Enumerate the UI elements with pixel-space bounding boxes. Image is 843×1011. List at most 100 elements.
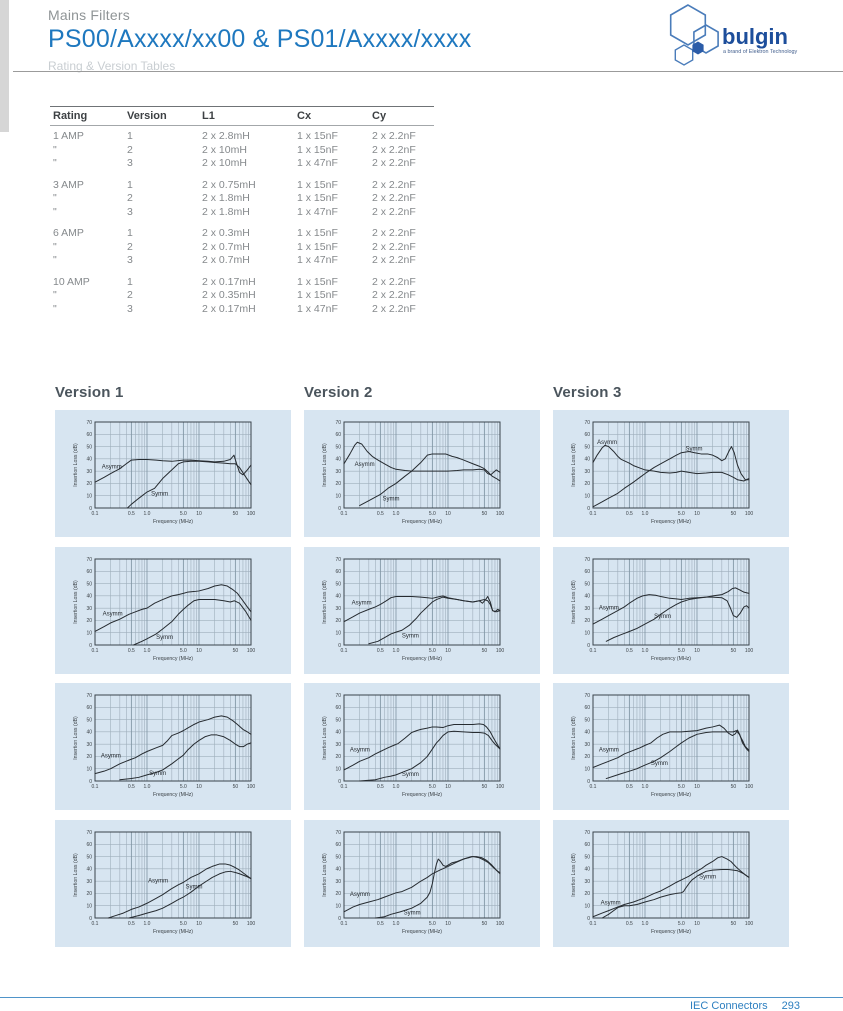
table-cell: 2 x 2.2nF <box>372 289 416 301</box>
chart-panel-version2-1amp: 0 10 20 30 40 50 60 70 0.1 0.5 1.0 5.0 10 50 100 Freque… <box>304 410 540 537</box>
table-cell: 1 x 47nF <box>297 254 338 266</box>
chart-panel-version3-10amp: 0 10 20 30 40 50 60 70 0.1 0.5 1.0 5.0 10 50 100 Freque… <box>553 820 789 947</box>
footer-section-label: IEC Connectors <box>689 1000 768 1011</box>
svg-text:1.0: 1.0 <box>393 921 400 927</box>
svg-text:20: 20 <box>86 891 92 897</box>
svg-text:20: 20 <box>584 618 590 624</box>
svg-text:70: 70 <box>584 420 590 426</box>
svg-text:50: 50 <box>233 921 239 927</box>
svg-text:20: 20 <box>86 481 92 487</box>
svg-text:20: 20 <box>335 754 341 760</box>
svg-text:40: 40 <box>584 457 590 463</box>
svg-text:40: 40 <box>335 457 341 463</box>
table-cell: 2 x 2.8mH <box>202 130 250 142</box>
insertion-loss-chart: 0 10 20 30 40 50 60 70 0.1 0.5 1.0 5.0 10 50 100 Freque… <box>322 693 504 798</box>
curve-symm <box>128 870 252 919</box>
svg-text:100: 100 <box>247 511 256 517</box>
curve-symm <box>605 587 750 642</box>
table-row: " 2 2 x 10mH 1 x 15nF 2 x 2.2nF <box>50 144 434 158</box>
curve-asymm <box>343 723 501 771</box>
svg-text:40: 40 <box>86 730 92 736</box>
table-cell: 1 x 15nF <box>297 289 338 301</box>
version-2-heading: Version 2 <box>304 384 373 401</box>
svg-text:50: 50 <box>731 784 737 790</box>
svg-text:30: 30 <box>584 469 590 475</box>
svg-text:0: 0 <box>89 916 92 922</box>
svg-text:1.0: 1.0 <box>642 511 649 517</box>
svg-text:50: 50 <box>584 581 590 587</box>
table-row: " 3 2 x 0.7mH 1 x 47nF 2 x 2.2nF <box>50 254 434 268</box>
insertion-loss-chart: 0 10 20 30 40 50 60 70 0.1 0.5 1.0 5.0 10 50 100 Freque… <box>73 693 255 798</box>
svg-text:30: 30 <box>335 742 341 748</box>
svg-text:10: 10 <box>445 784 451 790</box>
svg-text:5.0: 5.0 <box>429 648 436 654</box>
svg-text:50: 50 <box>482 511 488 517</box>
table-cell: " <box>53 143 57 156</box>
curve-symm <box>368 596 501 645</box>
table-cell: 1 x 15nF <box>297 130 338 142</box>
table-cell: 2 x 10mH <box>202 143 247 156</box>
svg-text:70: 70 <box>584 830 590 836</box>
svg-text:10: 10 <box>196 511 202 517</box>
insertion-loss-chart: 0 10 20 30 40 50 60 70 0.1 0.5 1.0 5.0 10 50 100 Freque… <box>73 557 255 662</box>
svg-text:50: 50 <box>233 648 239 654</box>
svg-text:100: 100 <box>496 921 505 927</box>
svg-text:20: 20 <box>335 891 341 897</box>
table-cell: 3 <box>127 302 133 315</box>
svg-text:50: 50 <box>731 511 737 517</box>
table-row: " 2 2 x 0.35mH 1 x 15nF 2 x 2.2nF <box>50 289 434 303</box>
chart-panel-version3-3amp: 0 10 20 30 40 50 60 70 0.1 0.5 1.0 5.0 10 50 100 Freque… <box>553 547 789 674</box>
svg-text:10: 10 <box>86 904 92 910</box>
curve-symm <box>133 599 252 646</box>
svg-text:70: 70 <box>86 557 92 563</box>
table-cell: 2 x 2.2nF <box>372 254 416 266</box>
charts-grid: 0 10 20 30 40 50 60 70 0.1 0.5 1.0 5.0 10 50 100 Freque… <box>55 410 789 947</box>
table-cell: 2 x 2.2nF <box>372 192 416 204</box>
curve-symm <box>592 856 750 918</box>
svg-text:50: 50 <box>731 648 737 654</box>
svg-text:0.5: 0.5 <box>377 648 384 654</box>
curve-label-asymm: Asymm <box>148 878 168 884</box>
table-row: 1 AMP 1 2 x 2.8mH 1 x 15nF 2 x 2.2nF <box>50 130 434 144</box>
table-cell: 2 x 0.35mH <box>202 289 256 301</box>
curve-asymm <box>601 868 750 919</box>
svg-text:30: 30 <box>86 879 92 885</box>
svg-text:10: 10 <box>445 921 451 927</box>
hexagon-icon <box>669 4 707 46</box>
y-axis-label: Insertion Loss (dB) <box>73 443 79 487</box>
column-header-version: Version <box>127 110 167 122</box>
svg-text:1.0: 1.0 <box>144 648 151 654</box>
svg-text:70: 70 <box>335 557 341 563</box>
svg-text:60: 60 <box>584 432 590 438</box>
svg-text:100: 100 <box>496 511 505 517</box>
table-body: 1 AMP 1 2 x 2.8mH 1 x 15nF 2 x 2.2nF " 2 2 x 10… <box>50 130 434 316</box>
curve-label-symm: Symm <box>156 635 173 641</box>
svg-text:10: 10 <box>335 767 341 773</box>
table-cell: 3 <box>127 205 133 218</box>
curve-label-symm: Symm <box>402 772 419 778</box>
svg-text:0.5: 0.5 <box>626 921 633 927</box>
header-eyebrow: Mains Filters <box>48 7 130 23</box>
svg-text:0: 0 <box>338 916 341 922</box>
y-axis-label: Insertion Loss (dB) <box>571 853 577 897</box>
table-cell: 10 AMP <box>53 275 90 288</box>
curve-label-symm: Symm <box>149 771 166 777</box>
curve-asymm <box>107 863 252 919</box>
svg-text:1.0: 1.0 <box>642 648 649 654</box>
svg-text:40: 40 <box>584 867 590 873</box>
curve-label-asymm: Asymm <box>101 754 121 760</box>
logo-wordmark: bulgin <box>722 24 788 49</box>
svg-text:0.5: 0.5 <box>626 784 633 790</box>
svg-text:10: 10 <box>694 648 700 654</box>
curve-symm <box>592 446 750 508</box>
svg-text:5.0: 5.0 <box>180 784 187 790</box>
svg-text:10: 10 <box>86 494 92 500</box>
svg-text:0.5: 0.5 <box>128 784 135 790</box>
svg-text:70: 70 <box>335 693 341 699</box>
curve-label-asymm: Asymm <box>597 440 617 446</box>
curve-symm <box>119 734 252 781</box>
svg-text:50: 50 <box>482 784 488 790</box>
svg-text:0: 0 <box>338 779 341 785</box>
curve-label-asymm: Asymm <box>350 892 370 898</box>
table-row: " 2 2 x 0.7mH 1 x 15nF 2 x 2.2nF <box>50 241 434 255</box>
